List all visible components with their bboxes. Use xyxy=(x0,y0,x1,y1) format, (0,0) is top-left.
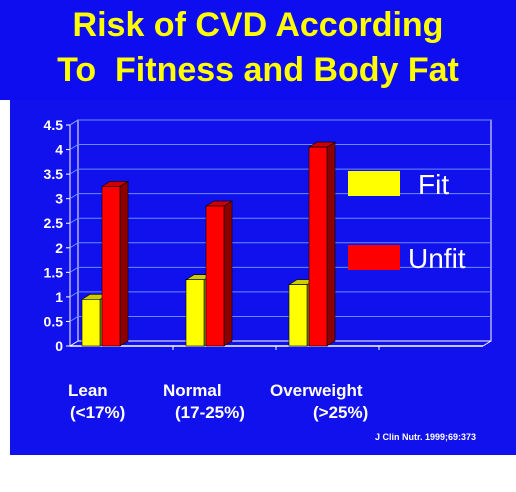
unfit-bar xyxy=(100,180,130,347)
category-range-overweight: (>25%) xyxy=(313,403,369,422)
y-tick-label: 4.5 xyxy=(44,117,64,133)
gridline-side xyxy=(69,316,79,322)
gridline-side xyxy=(69,119,79,126)
y-tick-label: 1 xyxy=(55,289,63,305)
bar-side xyxy=(326,141,336,347)
bar-front xyxy=(185,279,205,347)
legend-label-unfit: Unfit xyxy=(408,243,466,274)
gridline-side xyxy=(69,144,79,150)
category-label-lean: Lean xyxy=(68,381,108,400)
legend-swatch-unfit xyxy=(348,245,400,270)
y-tick-label: 0.5 xyxy=(44,313,64,329)
y-tick-label: 2.5 xyxy=(44,215,64,231)
chart-title-line-1: Risk of CVD According xyxy=(72,6,444,44)
chart-panel xyxy=(10,100,516,455)
category-range-lean: (<17%) xyxy=(70,403,126,422)
gridline-side xyxy=(69,168,79,175)
bar-front xyxy=(81,299,101,347)
category-label-normal: Normal xyxy=(163,381,222,400)
category-label-overweight: Overweight xyxy=(270,381,363,400)
unfit-bar xyxy=(307,141,337,347)
y-tick-label: 3 xyxy=(55,191,63,207)
chart-title-line-2: To Fitness and Body Fat xyxy=(57,51,459,89)
bar-side xyxy=(119,180,129,347)
gridline-side xyxy=(69,291,79,298)
legend-label-fit: Fit xyxy=(418,169,449,200)
bar-front xyxy=(101,186,121,347)
y-tick-label: 4 xyxy=(55,142,63,158)
y-tick-label: 0 xyxy=(55,338,63,354)
bar-front xyxy=(205,205,225,347)
y-tick-label: 3.5 xyxy=(44,166,64,182)
unfit-bar xyxy=(204,200,234,347)
title-band xyxy=(0,0,516,100)
citation: J Clin Nutr. 1999;69:373 xyxy=(375,432,477,442)
bar-front xyxy=(288,284,308,347)
gridline-side xyxy=(69,266,79,273)
y-tick-label: 2 xyxy=(55,240,63,256)
gridline-side xyxy=(69,193,79,200)
gridline-side xyxy=(69,217,79,224)
legend-swatch-fit xyxy=(348,171,400,196)
floor-edge-left xyxy=(69,340,79,347)
category-range-normal: (17-25%) xyxy=(175,403,245,422)
gridline-side xyxy=(69,242,79,249)
bar-front xyxy=(308,146,328,347)
bar-side xyxy=(223,200,233,347)
plot-back-wall xyxy=(77,119,492,342)
y-tick-label: 1.5 xyxy=(44,264,64,280)
floor-edge-right xyxy=(482,340,492,347)
